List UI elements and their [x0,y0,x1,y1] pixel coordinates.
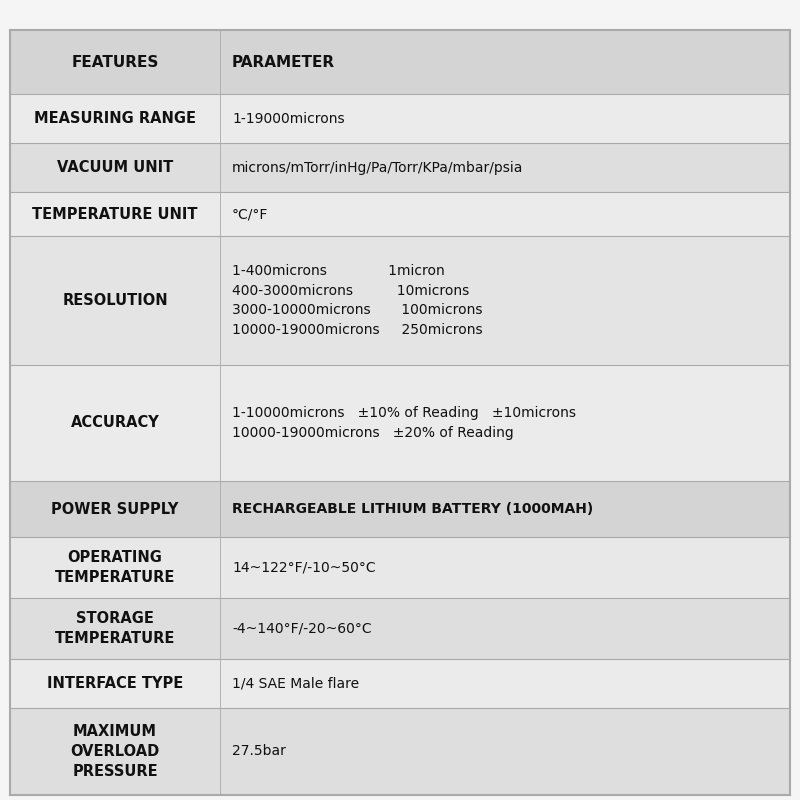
Bar [10,30,790,94]
Text: 1-400microns              1micron
400-3000microns          10microns
3000-10000m: 1-400microns 1micron 400-3000microns 10m… [232,264,482,337]
Text: 1-19000microns: 1-19000microns [232,112,345,126]
Text: POWER SUPPLY: POWER SUPPLY [51,502,178,517]
Text: 14~122°F/-10~50°C: 14~122°F/-10~50°C [232,561,376,574]
Bar [10,192,790,237]
Bar [10,237,790,365]
Bar [10,143,790,192]
Text: ACCURACY: ACCURACY [70,415,159,430]
Bar [10,365,790,482]
Bar [10,482,790,538]
Text: MAXIMUM
OVERLOAD
PRESSURE: MAXIMUM OVERLOAD PRESSURE [70,724,160,778]
Bar [10,598,790,658]
Text: 1/4 SAE Male flare: 1/4 SAE Male flare [232,676,359,690]
Text: PARAMETER: PARAMETER [232,54,335,70]
Text: MEASURING RANGE: MEASURING RANGE [34,111,196,126]
Bar [10,707,790,795]
Text: INTERFACE TYPE: INTERFACE TYPE [47,675,183,690]
Text: 1-10000microns   ±10% of Reading   ±10microns
10000-19000microns   ±20% of Readi: 1-10000microns ±10% of Reading ±10micron… [232,406,576,440]
Text: °C/°F: °C/°F [232,207,268,222]
Text: -4~140°F/-20~60°C: -4~140°F/-20~60°C [232,622,372,635]
Text: RECHARGEABLE LITHIUM BATTERY (1000MAH): RECHARGEABLE LITHIUM BATTERY (1000MAH) [232,502,594,516]
Text: VACUUM UNIT: VACUUM UNIT [57,160,173,175]
Bar [10,658,790,707]
Text: TEMPERATURE UNIT: TEMPERATURE UNIT [32,206,198,222]
Text: microns/mTorr/inHg/Pa/Torr/KPa/mbar/psia: microns/mTorr/inHg/Pa/Torr/KPa/mbar/psia [232,161,523,174]
Bar [10,94,790,143]
Text: OPERATING
TEMPERATURE: OPERATING TEMPERATURE [55,550,175,585]
Text: STORAGE
TEMPERATURE: STORAGE TEMPERATURE [55,611,175,646]
Text: 27.5bar: 27.5bar [232,744,286,758]
Text: RESOLUTION: RESOLUTION [62,293,168,308]
Bar [10,538,790,598]
Text: FEATURES: FEATURES [71,54,158,70]
